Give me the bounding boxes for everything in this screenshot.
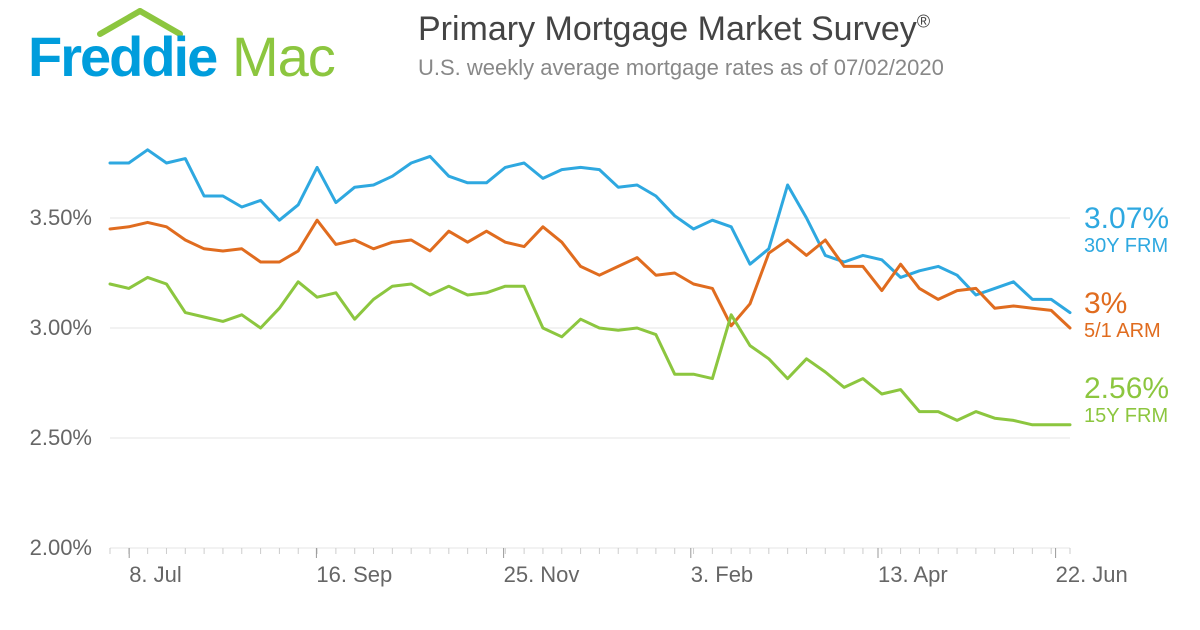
svg-text:3%: 3% bbox=[1084, 287, 1127, 320]
y-axis-label: 2.50% bbox=[30, 425, 92, 450]
svg-text:Mac: Mac bbox=[232, 25, 335, 88]
x-axis-label: 25. Nov bbox=[504, 562, 580, 587]
end-label-15y-frm: 2.56%15Y FRM bbox=[1084, 372, 1169, 427]
svg-text:2.56%: 2.56% bbox=[1084, 372, 1169, 405]
svg-text:30Y FRM: 30Y FRM bbox=[1084, 235, 1168, 257]
svg-text:15Y FRM: 15Y FRM bbox=[1084, 405, 1168, 427]
y-axis-label: 3.00% bbox=[30, 315, 92, 340]
x-axis-label: 16. Sep bbox=[316, 562, 392, 587]
x-axis-label: 8. Jul bbox=[129, 562, 182, 587]
end-label-30y-frm: 3.07%30Y FRM bbox=[1084, 202, 1169, 257]
series-line-30y-frm bbox=[110, 150, 1070, 313]
chart-title-block: Primary Mortgage Market Survey® U.S. wee… bbox=[418, 10, 944, 81]
series-line-5-1-arm bbox=[110, 220, 1070, 328]
series-line-15y-frm bbox=[110, 277, 1070, 424]
line-chart: 2.00% 2.50% 3.00% 3.50% 8. Jul 16. Sep 25. Nov… bbox=[0, 98, 1200, 630]
mortgage-rate-chart: { "logo": { "text1": "Freddie", "text2":… bbox=[0, 0, 1200, 630]
svg-text:Freddie: Freddie bbox=[28, 25, 217, 88]
chart-subtitle: U.S. weekly average mortgage rates as of… bbox=[418, 55, 944, 81]
svg-text:5/1 ARM: 5/1 ARM bbox=[1084, 320, 1161, 342]
x-axis-label: 3. Feb bbox=[691, 562, 753, 587]
chart-title: Primary Mortgage Market Survey® bbox=[418, 10, 944, 49]
end-label-5-1-arm: 3%5/1 ARM bbox=[1084, 287, 1161, 342]
freddiemac-logo: Freddie Mac bbox=[28, 6, 388, 86]
x-axis-label: 22. Jun bbox=[1056, 562, 1128, 587]
x-axis-label: 13. Apr bbox=[878, 562, 948, 587]
y-axis-label: 2.00% bbox=[30, 535, 92, 560]
y-axis-label: 3.50% bbox=[30, 205, 92, 230]
svg-text:3.07%: 3.07% bbox=[1084, 202, 1169, 235]
